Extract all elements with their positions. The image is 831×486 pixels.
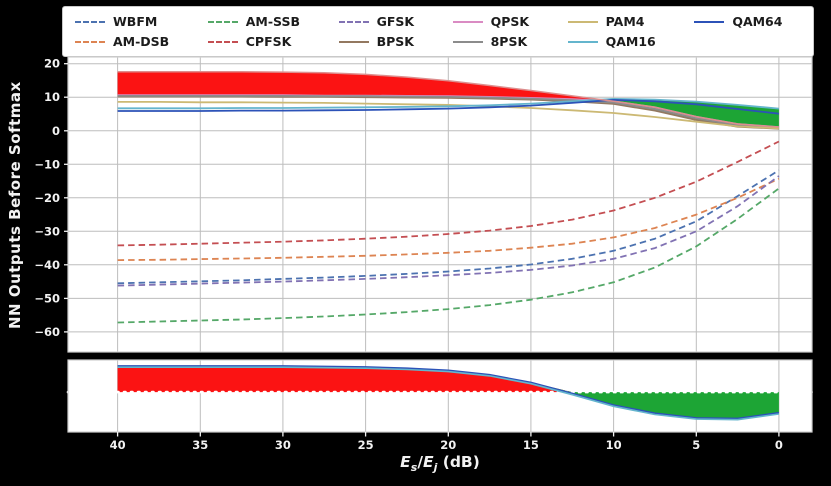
legend-item-CPFSK: CPFSK — [207, 34, 319, 49]
legend-label: CPFSK — [245, 34, 292, 49]
x-tick-label: 5 — [692, 438, 700, 452]
legend-line-sample — [207, 40, 238, 43]
legend-item-WBFM: WBFM — [75, 14, 188, 29]
red-region-bottom — [117, 365, 779, 393]
series-QAM16 — [117, 98, 779, 110]
legend-line-sample — [452, 20, 483, 23]
legend-item-BPSK: BPSK — [338, 34, 433, 49]
legend-line-sample — [207, 20, 238, 23]
series-bottom-blue — [117, 365, 780, 420]
x-axis-label: Es/Ej (dB) — [68, 453, 812, 474]
main-axes-spine — [67, 56, 813, 353]
legend-label: AM-SSB — [245, 14, 301, 29]
legend-line-sample — [75, 40, 105, 43]
y-tick-label: 10 — [44, 90, 60, 104]
bottom-axes-spine — [67, 359, 813, 433]
legend-item-8PSK: 8PSK — [452, 34, 548, 49]
x-tick-label: 40 — [110, 438, 126, 452]
legend-item-AM-SSB: AM-SSB — [207, 14, 319, 29]
y-tick-label: −40 — [34, 258, 60, 272]
series-WBFM — [117, 169, 780, 285]
series-8PSK — [117, 95, 779, 129]
y-tick-label: 0 — [52, 124, 60, 138]
series-PAM4 — [117, 101, 779, 130]
legend-item-AM-DSB: AM-DSB — [75, 34, 188, 49]
legend-label: WBFM — [113, 14, 158, 29]
legend-line-sample — [338, 20, 369, 23]
legend-label: PAM4 — [605, 14, 645, 29]
legend-item-GFSK: GFSK — [338, 14, 433, 29]
x-tick-label: 15 — [523, 438, 539, 452]
legend-label: AM-DSB — [113, 34, 170, 49]
xlabel-E2: E — [422, 453, 434, 471]
y-tick-label: −60 — [34, 325, 60, 339]
legend-line-sample — [567, 20, 598, 23]
legend-label: BPSK — [376, 34, 414, 49]
legend-label: QPSK — [490, 14, 530, 29]
xlabel-unit: (dB) — [437, 453, 480, 471]
y-tick-label: −50 — [34, 291, 60, 305]
green-region-bottom — [117, 365, 779, 419]
series-GFSK — [117, 175, 780, 287]
series-AM-SSB — [117, 187, 780, 324]
legend-label: QAM64 — [732, 14, 783, 29]
xlabel-sub-j: j — [433, 461, 438, 475]
legend-line-sample — [338, 40, 369, 43]
legend-line-sample — [694, 20, 725, 23]
series-bottom-cyan — [117, 366, 780, 421]
x-tick-label: 25 — [358, 438, 374, 452]
legend-label: GFSK — [376, 14, 415, 29]
legend-item-QAM16: QAM16 — [567, 34, 675, 49]
y-tick-label: −20 — [34, 191, 60, 205]
legend-line-sample — [567, 40, 598, 43]
x-tick-label: 30 — [275, 438, 291, 452]
y-axis-label: NN Outputs Before Softmax — [6, 81, 24, 329]
legend-item-QPSK: QPSK — [452, 14, 548, 29]
legend-item-PAM4: PAM4 — [567, 14, 675, 29]
x-tick-label: 35 — [192, 438, 208, 452]
series-envelope-upper — [117, 71, 779, 128]
legend-line-sample — [452, 40, 483, 43]
xlabel-E1: E — [400, 453, 411, 471]
series-AM-DSB — [117, 177, 780, 261]
legend-label: 8PSK — [490, 34, 528, 49]
legend-line-sample — [75, 20, 105, 23]
legend-label: QAM16 — [605, 34, 656, 49]
x-tick-label: 0 — [775, 438, 783, 452]
y-tick-label: −10 — [34, 157, 60, 171]
series-QAM64 — [117, 99, 780, 115]
y-tick-label: 20 — [44, 57, 60, 71]
x-tick-label: 10 — [606, 438, 622, 452]
series-CPFSK — [117, 140, 780, 247]
xlabel-slash: / — [417, 453, 423, 471]
legend: WBFM AM-DSB AM-SSB CPFSK GFSK BPSK QPSK 8PSK PAM… — [62, 6, 814, 57]
y-tick-label: −30 — [34, 224, 60, 238]
x-tick-label: 20 — [440, 438, 456, 452]
xlabel-sub-s: s — [410, 461, 418, 475]
red-region-main — [117, 71, 779, 128]
legend-item-QAM64: QAM64 — [694, 14, 801, 29]
